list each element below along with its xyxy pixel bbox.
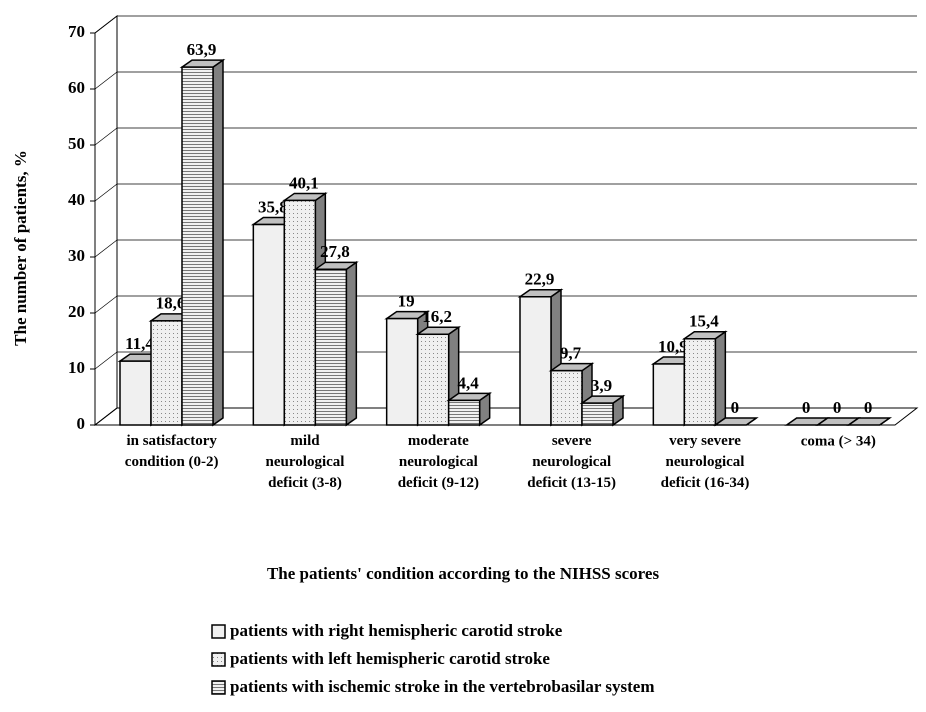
y-tick-label: 40 (68, 190, 85, 209)
bar (252, 223, 286, 426)
bar-side (345, 260, 358, 427)
x-tick-label: moderate neurological deficit (9-12) (398, 433, 479, 491)
grid-line (94, 351, 118, 370)
bar (283, 199, 317, 426)
value-label: 0 (802, 398, 811, 417)
x-tick-label: very severe neurological deficit (16-34) (661, 433, 750, 491)
legend-swatch (211, 624, 226, 639)
value-label: 4,4 (458, 373, 480, 392)
bar (519, 296, 552, 426)
grid-line (94, 407, 118, 426)
value-label: 63,9 (187, 40, 217, 59)
value-label: 3,9 (591, 376, 612, 395)
bar (314, 268, 348, 426)
x-tick-label: coma (> 34) (801, 433, 876, 449)
bar (416, 333, 450, 426)
x-tick-label: mild neurological deficit (3-8) (266, 433, 345, 491)
y-axis-title: The number of patients, % (11, 150, 30, 346)
legend-label: patients with right hemispheric carotid … (230, 621, 563, 640)
value-label: 40,1 (289, 173, 319, 192)
legend-label: patients with left hemispheric carotid s… (230, 649, 550, 668)
legend-swatch (211, 680, 226, 695)
y-tick-label: 0 (77, 414, 86, 433)
y-tick-label: 30 (68, 246, 85, 265)
value-label: 0 (731, 398, 740, 417)
y-tick-label: 70 (68, 22, 85, 41)
y-tick-label: 50 (68, 134, 85, 153)
x-tick-label: severe neurological deficit (13-15) (527, 433, 616, 491)
value-label: 18,6 (156, 294, 186, 313)
value-label: 0 (864, 398, 873, 417)
bar (550, 369, 583, 426)
value-label: 27,8 (320, 242, 350, 261)
x-tick-label: in satisfactory condition (0-2) (125, 433, 219, 470)
back-wall (94, 14, 118, 427)
grid-line (94, 127, 118, 146)
y-tick-label: 20 (68, 302, 85, 321)
value-label: 11,4 (125, 334, 154, 353)
legend-label: patients with ischemic stroke in the ver… (230, 677, 655, 696)
value-label: 0 (833, 398, 842, 417)
bar (385, 317, 419, 426)
grid-line (94, 71, 118, 90)
grid-line (94, 295, 118, 314)
bar (652, 363, 686, 426)
value-label: 15,4 (689, 312, 719, 331)
bar (119, 360, 152, 426)
bar-top (712, 417, 759, 426)
bar-side (212, 58, 224, 427)
value-label: 16,2 (422, 307, 452, 326)
value-label: 22,9 (525, 270, 555, 289)
bar (447, 399, 481, 426)
grid-line (94, 15, 118, 34)
bar-top (846, 417, 893, 426)
y-tick-label: 60 (68, 78, 85, 97)
y-tick-label: 10 (68, 358, 85, 377)
legend-swatch (211, 652, 226, 667)
grid-line (94, 239, 118, 258)
bar (581, 402, 614, 426)
bar (181, 66, 214, 426)
value-label: 9,7 (560, 344, 582, 363)
bar (683, 338, 717, 426)
bar-side (714, 330, 727, 427)
grid-line (94, 183, 118, 202)
value-label: 19 (398, 292, 415, 311)
value-label: 35,8 (258, 197, 288, 216)
bar (150, 320, 183, 426)
x-axis-title: The patients' condition according to the… (267, 564, 660, 583)
value-label: 10,9 (658, 337, 688, 356)
